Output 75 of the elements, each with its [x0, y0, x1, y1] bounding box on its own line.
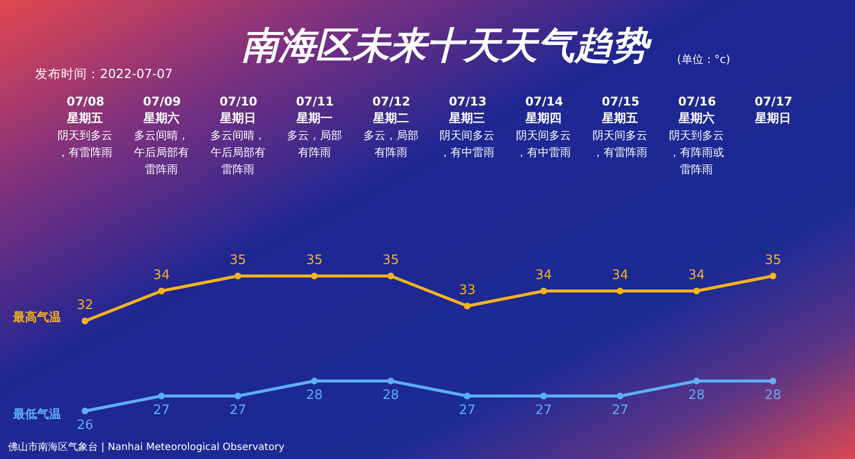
point [616, 392, 624, 400]
text: 星期五 [66, 111, 103, 125]
series-label: 最低气温 [12, 407, 61, 421]
data-label: 27 [535, 403, 552, 418]
x-tick-label: 07/12 [372, 94, 410, 108]
point [387, 378, 394, 384]
text: 星期三 [448, 111, 486, 125]
text: 多云间晴，午后局部有雷阵雨 [134, 129, 189, 176]
point [234, 272, 242, 280]
text: 阴天到多云，有阵雨或雷阵雨 [669, 129, 724, 176]
data-label: 34 [535, 268, 552, 283]
point [234, 392, 242, 400]
point [310, 378, 318, 384]
text: 星期二 [372, 111, 409, 125]
text: 阴天间多云，有中雷雨 [516, 129, 572, 159]
point [158, 288, 165, 294]
text: 星期一 [295, 111, 332, 125]
point [82, 318, 88, 324]
data-label: 28 [382, 388, 400, 403]
data-label: 34 [153, 268, 170, 283]
point [540, 288, 548, 294]
point [693, 378, 700, 384]
series-label: 最高气温 [12, 310, 61, 324]
data-label: 35 [382, 253, 400, 268]
text: 多云，局部有阵雨 [363, 129, 418, 159]
x-tick-label: 07/17 [754, 94, 792, 108]
x-tick-label: 07/13 [448, 94, 487, 108]
text: 佛山市南海区气象台 | Nanhai Meteorological Observatory [8, 441, 285, 453]
text: 星期五 [601, 111, 638, 125]
x-tick-label: 07/10 [220, 94, 258, 108]
point [387, 272, 394, 280]
text: 阴天间多云，有雷阵雨 [592, 129, 648, 159]
point [540, 392, 548, 400]
text: 星期六 [678, 111, 715, 125]
point [464, 302, 471, 310]
data-label: 28 [688, 388, 705, 403]
chart-title: 南海区未来十天天气趋势 [242, 24, 652, 67]
point [770, 272, 776, 280]
text: 阴天到多云，有雷阵雨 [58, 129, 112, 159]
point [464, 392, 471, 400]
data-label: 27 [458, 403, 476, 418]
text: 星期四 [524, 111, 562, 125]
data-label: 35 [306, 253, 323, 268]
text: (单位：°c) [677, 53, 730, 66]
x-tick-label: 07/14 [525, 94, 564, 108]
data-label: 34 [688, 268, 705, 283]
data-label: 34 [612, 268, 628, 283]
x-tick-label: 07/15 [602, 94, 640, 108]
text: 星期六 [142, 111, 180, 125]
data-label: 26 [76, 418, 94, 433]
x-tick-label: 07/08 [66, 94, 104, 108]
data-label: 35 [230, 253, 246, 268]
text: 阴天间多云，有中雷雨 [440, 129, 495, 159]
point [693, 288, 700, 294]
data-label: 32 [76, 298, 94, 313]
data-label: 33 [458, 283, 476, 298]
x-tick-label: 07/11 [296, 94, 334, 108]
text: 多云间晴，午后局部有雷阵雨 [210, 129, 266, 176]
data-label: 28 [306, 388, 323, 403]
text: 星期日 [754, 111, 791, 125]
point [158, 392, 165, 400]
x-tick-label: 07/16 [678, 94, 716, 108]
data-label: 27 [230, 403, 246, 418]
text: 多云，局部有阵雨 [286, 129, 342, 159]
text: 星期日 [218, 111, 256, 125]
chart-subtitle: 发布时间：2022-07-07 [35, 66, 173, 81]
data-label: 28 [764, 388, 782, 403]
point [770, 378, 776, 384]
point [310, 272, 318, 280]
point [82, 408, 88, 414]
point [616, 288, 624, 294]
x-tick-label: 07/09 [143, 94, 181, 108]
data-label: 35 [764, 253, 782, 268]
data-label: 27 [153, 403, 170, 418]
data-label: 27 [612, 403, 628, 418]
